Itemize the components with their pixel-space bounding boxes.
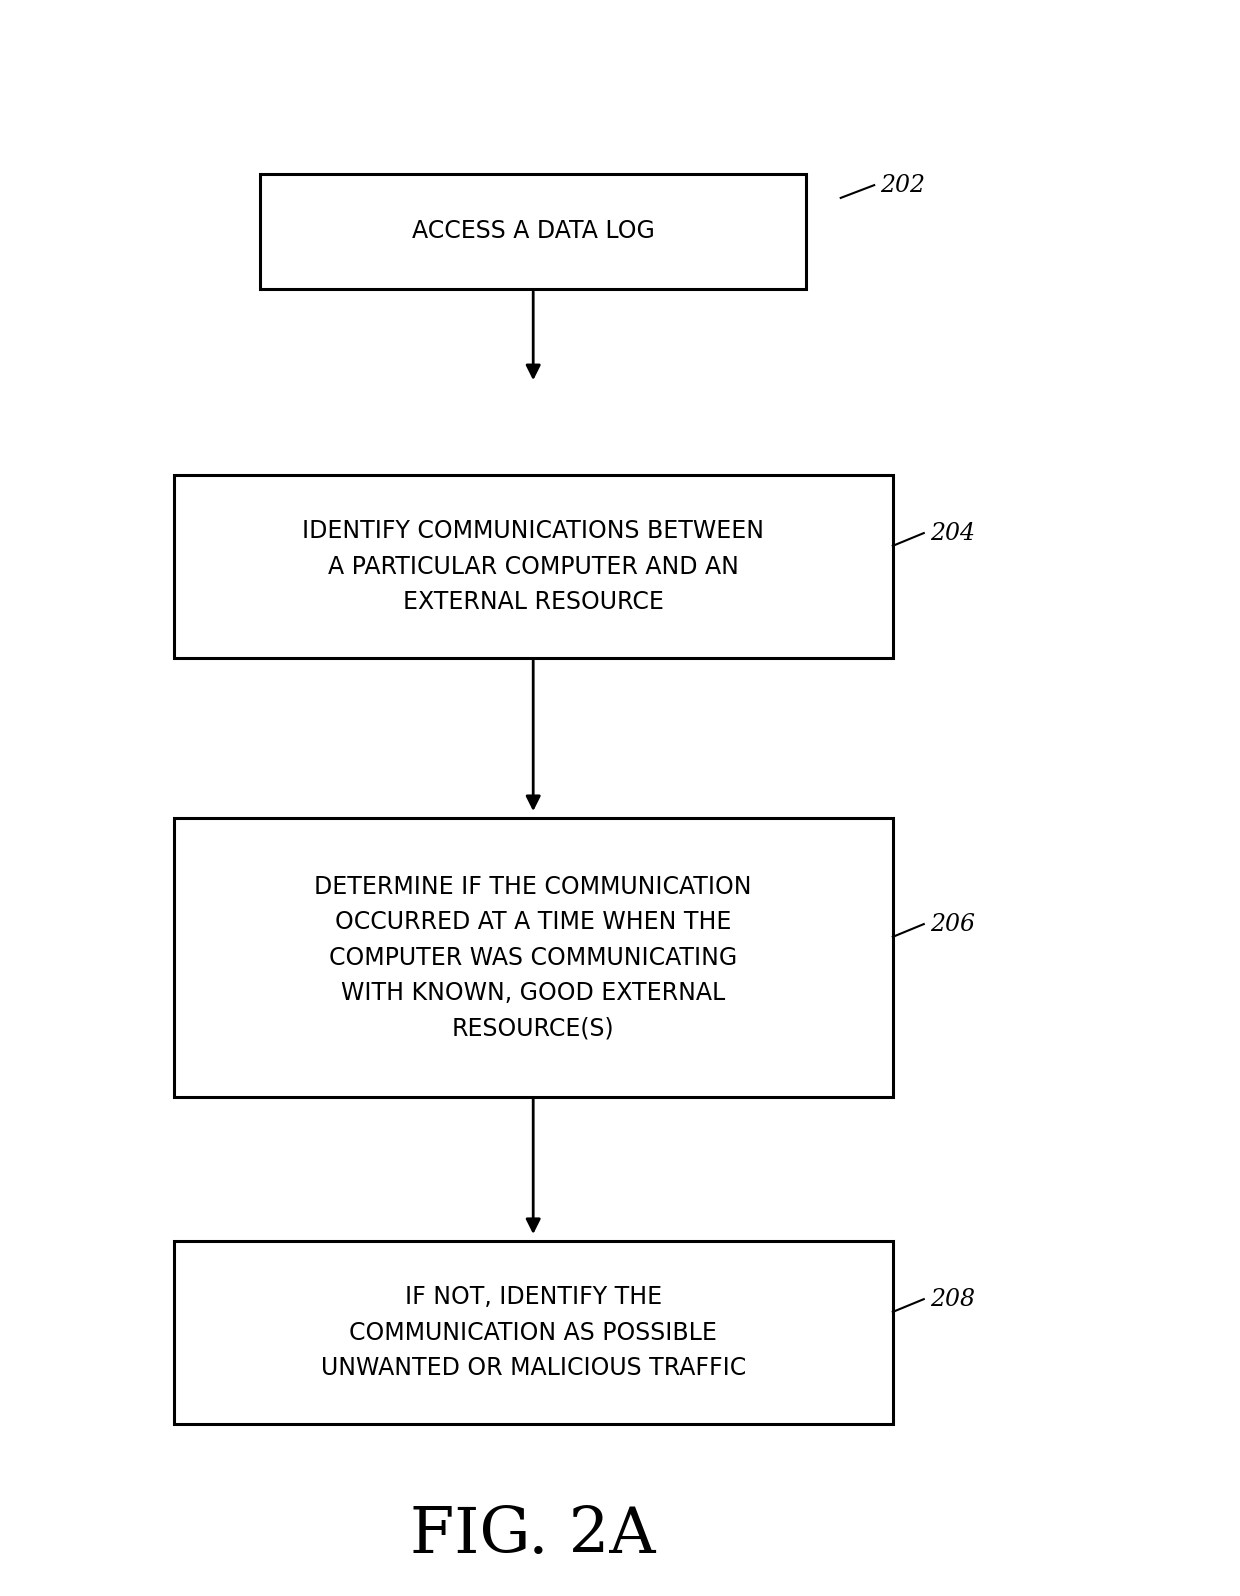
- Text: 204: 204: [930, 522, 975, 544]
- Bar: [260, 174, 806, 289]
- Text: IF NOT, IDENTIFY THE
COMMUNICATION AS POSSIBLE
UNWANTED OR MALICIOUS TRAFFIC: IF NOT, IDENTIFY THE COMMUNICATION AS PO…: [321, 1285, 745, 1381]
- Text: 202: 202: [880, 174, 925, 196]
- Text: FIG. 2A: FIG. 2A: [410, 1505, 656, 1566]
- Text: ACCESS A DATA LOG: ACCESS A DATA LOG: [412, 219, 655, 244]
- Bar: [174, 1242, 893, 1424]
- Text: DETERMINE IF THE COMMUNICATION
OCCURRED AT A TIME WHEN THE
COMPUTER WAS COMMUNIC: DETERMINE IF THE COMMUNICATION OCCURRED …: [315, 875, 751, 1041]
- Bar: [174, 476, 893, 658]
- Text: IDENTIFY COMMUNICATIONS BETWEEN
A PARTICULAR COMPUTER AND AN
EXTERNAL RESOURCE: IDENTIFY COMMUNICATIONS BETWEEN A PARTIC…: [303, 519, 764, 614]
- Bar: [174, 819, 893, 1098]
- Text: 206: 206: [930, 913, 975, 935]
- Text: 208: 208: [930, 1288, 975, 1310]
